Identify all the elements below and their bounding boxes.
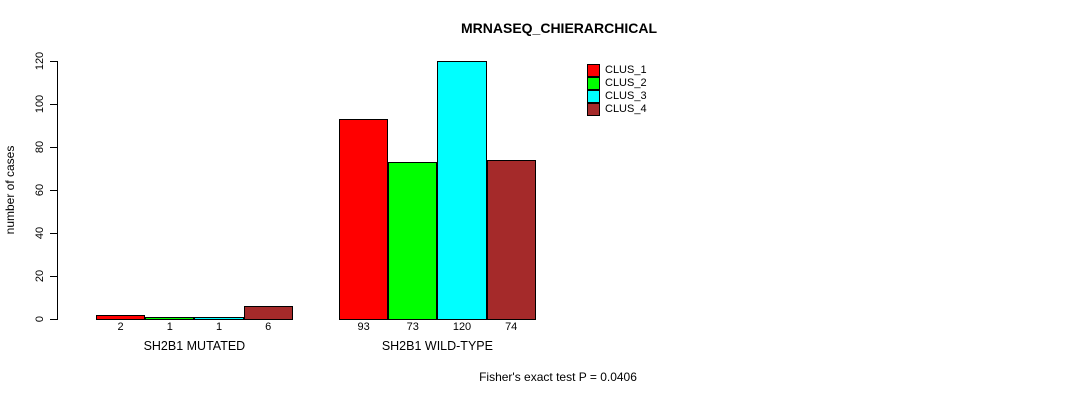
bar-clus_3-wildtype xyxy=(437,61,487,320)
bar-clus_2-wildtype xyxy=(388,162,438,320)
legend-item: CLUS_2 xyxy=(587,77,647,90)
y-tick-label: 0 xyxy=(34,315,46,323)
y-tick-label: 100 xyxy=(34,94,46,114)
bar-value-label: 2 xyxy=(117,321,124,333)
y-tick xyxy=(50,189,57,191)
y-tick-label: 40 xyxy=(34,226,46,240)
y-tick-label: 20 xyxy=(34,269,46,283)
legend-item: CLUS_1 xyxy=(587,64,647,77)
legend-label: CLUS_3 xyxy=(605,90,647,102)
x-category-label: SH2B1 MUTATED xyxy=(143,339,246,353)
legend-swatch-clus_2 xyxy=(587,77,600,90)
chart-title: MRNASEQ_CHIERARCHICAL xyxy=(460,20,658,36)
y-tick xyxy=(50,318,57,320)
legend-item: CLUS_3 xyxy=(587,90,647,103)
y-tick xyxy=(50,146,57,148)
bar-value-label: 6 xyxy=(265,321,272,333)
legend-label: CLUS_2 xyxy=(605,77,647,89)
x-category-label: SH2B1 WILD-TYPE xyxy=(381,339,493,353)
y-tick xyxy=(50,60,57,62)
legend-item: CLUS_4 xyxy=(587,103,647,116)
y-tick-label: 120 xyxy=(34,51,46,71)
legend-label: CLUS_1 xyxy=(605,64,647,76)
bar-value-label: 73 xyxy=(406,321,419,333)
bar-clus_1-wildtype xyxy=(339,119,389,320)
bar-clus_4-mutated xyxy=(243,306,293,320)
fisher-test-annotation: Fisher's exact test P = 0.0406 xyxy=(479,370,637,384)
legend-label: CLUS_4 xyxy=(605,103,647,115)
bar-value-label: 1 xyxy=(166,321,173,333)
y-axis-line xyxy=(57,61,58,320)
y-tick-label: 60 xyxy=(34,183,46,197)
bar-clus_3-mutated xyxy=(194,316,244,320)
legend: CLUS_1 CLUS_2 CLUS_3 CLUS_4 xyxy=(587,64,647,116)
bar-value-label: 93 xyxy=(357,321,370,333)
legend-swatch-clus_3 xyxy=(587,90,600,103)
bar-clus_2-mutated xyxy=(145,316,195,320)
bar-clus_4-wildtype xyxy=(486,159,536,320)
bar-value-label: 1 xyxy=(215,321,223,333)
y-tick-label: 80 xyxy=(34,140,46,154)
legend-swatch-clus_4 xyxy=(587,103,600,116)
legend-swatch-clus_1 xyxy=(587,64,600,77)
y-tick xyxy=(50,232,57,234)
y-tick xyxy=(50,103,57,105)
bar-value-label: 120 xyxy=(452,321,472,333)
bar-value-label: 74 xyxy=(505,321,518,333)
bar-clus_1-mutated xyxy=(96,314,146,320)
y-tick xyxy=(50,275,57,277)
